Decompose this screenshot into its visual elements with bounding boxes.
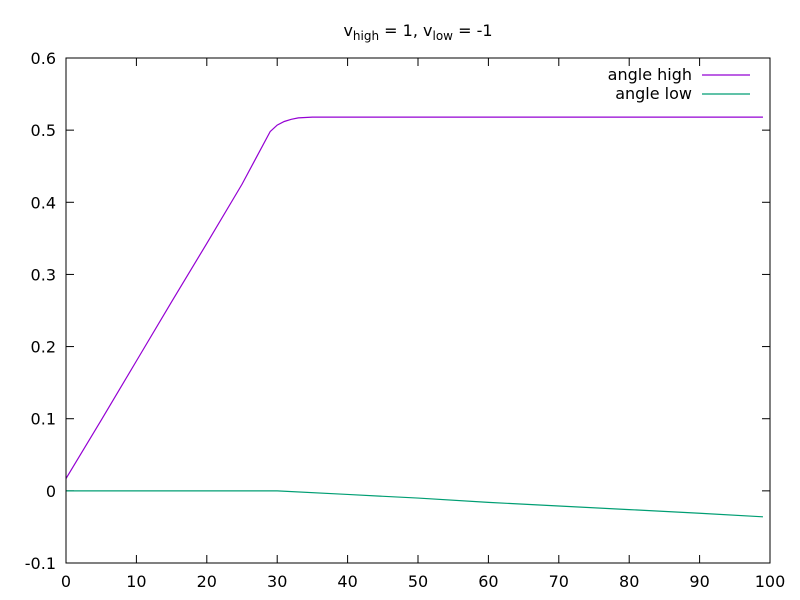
axis-ticks: 0 10 20 30 40 50 60 70 80 90 100 -0.1 0 0.1 0.2 0.3 0.4 0…: [25, 49, 785, 591]
y-tick-label: 0.3: [31, 265, 56, 284]
legend-label: angle low: [615, 84, 692, 103]
legend-label: angle high: [608, 65, 692, 84]
x-tick-label: 50: [408, 572, 428, 591]
x-tick-label: 90: [689, 572, 709, 591]
y-tick-label: 0.2: [31, 338, 56, 357]
chart-title: vhigh = 1, vlow = -1: [343, 21, 492, 43]
x-tick-label: 70: [549, 572, 569, 591]
series-line-angle-high: [65, 116, 763, 479]
x-tick-label: 20: [197, 572, 217, 591]
y-tick-label: 0.1: [31, 410, 56, 429]
x-tick-label: 100: [755, 572, 786, 591]
x-tick-label: 40: [337, 572, 357, 591]
y-tick-label: 0.5: [31, 121, 56, 140]
y-tick-label: 0.6: [31, 49, 56, 68]
x-tick-label: 30: [267, 572, 287, 591]
x-tick-label: 60: [478, 572, 498, 591]
series-lines: [65, 116, 763, 518]
x-tick-label: 0: [61, 572, 71, 591]
plot-frame: [65, 57, 771, 564]
x-tick-label: 80: [619, 572, 639, 591]
x-tick-label: 10: [126, 572, 146, 591]
y-tick-label: 0: [46, 482, 56, 501]
series-line-angle-low: [66, 490, 763, 518]
y-tick-label: -0.1: [25, 554, 56, 573]
y-tick-label: 0.4: [31, 193, 56, 212]
